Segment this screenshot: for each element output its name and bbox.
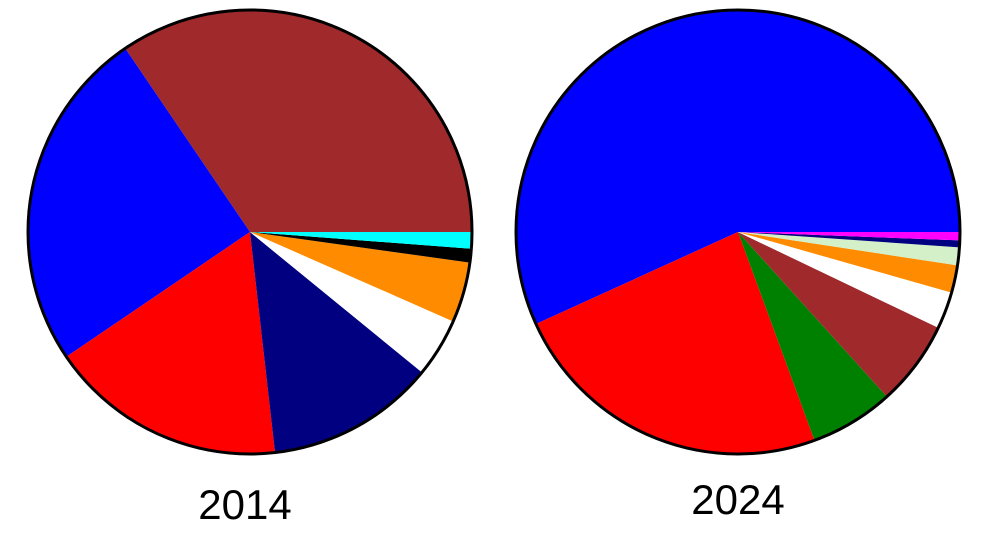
pie-slice [738, 232, 952, 328]
pie-slice [738, 232, 960, 266]
pie-slice [250, 232, 472, 263]
pie-slice [738, 232, 958, 293]
pie-slice [66, 232, 276, 455]
chart-title: 2014 [198, 481, 291, 528]
pie-outline [26, 8, 474, 456]
pie-slice [250, 232, 472, 249]
pie-outline [514, 8, 962, 456]
pie-slice [250, 232, 454, 373]
pie-slice [516, 10, 960, 324]
pie-slice [250, 232, 470, 322]
pie-slice [125, 9, 472, 233]
pie-slice [738, 232, 960, 241]
chart-title: 2024 [691, 476, 784, 523]
pie-slice [738, 232, 960, 248]
pie-slice [250, 232, 422, 453]
pie-slice [738, 232, 887, 441]
pie-slice [738, 232, 939, 397]
pie-slice [27, 48, 250, 357]
pie-slice [535, 232, 815, 455]
